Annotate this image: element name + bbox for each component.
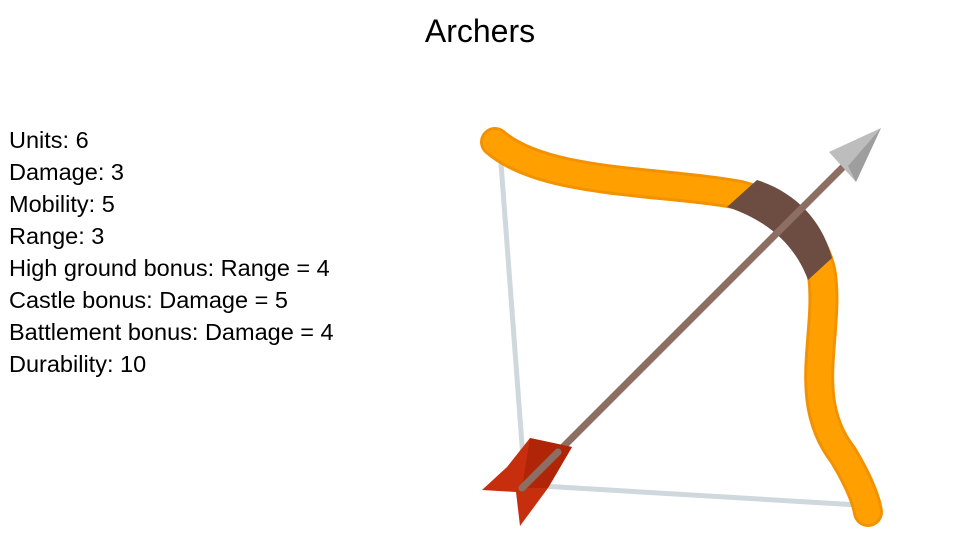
- arrowhead: [829, 128, 881, 182]
- stat-castle-bonus: Castle bonus: Damage = 5: [9, 287, 288, 313]
- stat-mobility: Mobility: 5: [9, 191, 115, 217]
- stat-high-ground-bonus: High ground bonus: Range = 4: [9, 255, 330, 281]
- arrow-shaft: [518, 148, 862, 492]
- unit-stats-list: Units: 6 Damage: 3 Mobility: 5 Range: 3 …: [9, 124, 334, 380]
- stat-range: Range: 3: [9, 223, 105, 249]
- stat-units: Units: 6: [9, 127, 89, 153]
- bow-and-arrow-icon: [480, 127, 883, 527]
- arrowhead-shade: [848, 128, 881, 182]
- arrow-nock: [518, 448, 562, 492]
- stat-durability: Durability: 10: [9, 351, 147, 377]
- slide-title: Archers: [424, 13, 536, 49]
- stat-battlement-bonus: Battlement bonus: Damage = 4: [9, 319, 334, 345]
- stat-damage: Damage: 3: [9, 159, 124, 185]
